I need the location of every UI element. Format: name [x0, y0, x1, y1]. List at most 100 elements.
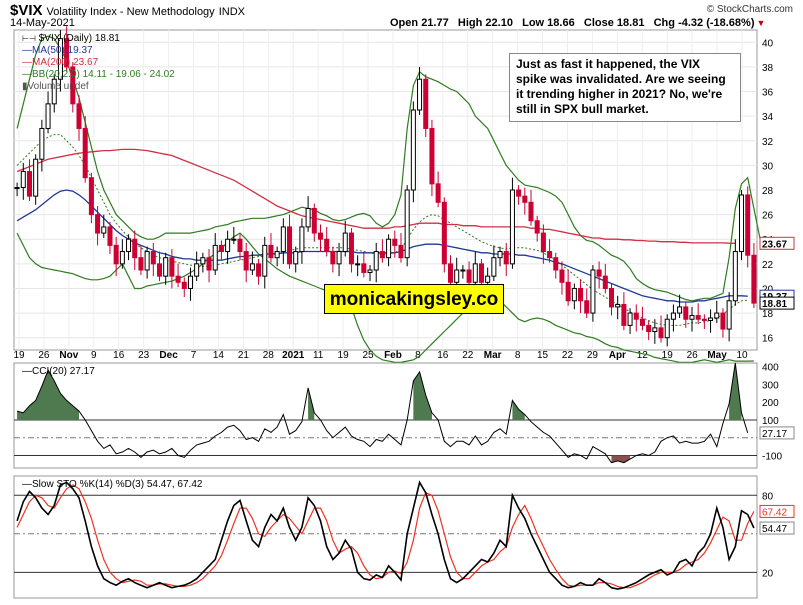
candle-body [621, 303, 627, 326]
candle-body [732, 251, 738, 302]
candle-body [348, 232, 354, 265]
x-tick-label: 11 [313, 350, 324, 361]
candle-body [336, 251, 342, 265]
candle-body [590, 269, 596, 314]
sto-d-value-box [759, 504, 795, 518]
sto-tick-label: 80 [762, 491, 774, 502]
ma200-value-badge: 23.67 [762, 239, 787, 250]
close-value-badge: 18.81 [762, 299, 787, 310]
x-tick-label: 28 [263, 350, 275, 361]
x-tick-label: 14 [213, 350, 225, 361]
candle-body [101, 226, 107, 234]
cci-overbought-area [17, 370, 80, 420]
bars-icon: ▮ [22, 81, 28, 92]
candle-body [169, 257, 175, 277]
candle-body [528, 201, 534, 222]
candle-body [237, 238, 243, 253]
low-label: Low [522, 17, 545, 29]
close-value-badge-box [759, 296, 795, 310]
candle-body [51, 78, 57, 105]
legend-price: ⊢⊣ $VIX (Daily) 18.81 [22, 33, 175, 45]
y-tick-label: 38 [762, 63, 774, 74]
candle-body [386, 238, 392, 259]
x-tick-label: 25 [362, 350, 374, 361]
x-tick-label: 22 [462, 350, 474, 361]
candle-body [156, 263, 163, 277]
legend-bb-text: BB(20,2.0) 14.11 - 19.06 - 24.02 [32, 69, 175, 80]
legend-price-text: $VIX (Daily) 18.81 [38, 33, 120, 44]
x-tick-label: 15 [537, 350, 549, 361]
candle-body [547, 251, 553, 259]
candle-body [317, 232, 323, 240]
candle-body [584, 300, 590, 314]
cci-value-badge: 27.17 [762, 429, 787, 440]
y-tick-label: 40 [762, 38, 774, 49]
y-tick-label: 36 [762, 88, 774, 99]
candle-body [646, 324, 652, 333]
open-value: 21.77 [421, 17, 449, 29]
candle-body [714, 312, 720, 319]
ma200-line [16, 148, 736, 244]
price-legend-icon: ⊢⊣ [22, 34, 36, 43]
annotation-box: Just as fast it happened, the VIX spike … [509, 53, 741, 122]
candle-body [751, 254, 757, 304]
candle-body [608, 287, 615, 308]
candle-body [478, 263, 484, 283]
sto-d-line [16, 484, 755, 589]
candle-body [571, 287, 577, 302]
x-tick-label: 23 [138, 350, 150, 361]
candle-body [708, 317, 714, 321]
candle-body [460, 269, 466, 272]
x-tick-label: 2021 [282, 350, 305, 361]
chg-label: Chg [653, 17, 675, 29]
candle-body [410, 109, 416, 191]
candle-body [355, 263, 361, 266]
candle-body [57, 38, 63, 80]
x-tick-label: 22 [562, 350, 574, 361]
legend-ma50-text: MA(50) 19.37 [32, 45, 93, 56]
ma200-value-badge-box [759, 236, 795, 250]
sto-title-prefix: — [22, 479, 32, 490]
line-icon: — [22, 45, 32, 56]
candle-body [26, 171, 32, 197]
x-tick-label: May [707, 350, 727, 361]
candle-body [497, 251, 503, 259]
candle-body [670, 312, 676, 320]
candle-body [441, 201, 447, 265]
candle-body [138, 257, 144, 271]
candle-body [212, 244, 218, 271]
candle-body [206, 257, 212, 271]
line-icon: — [22, 57, 32, 68]
candle-body [559, 269, 565, 283]
candle-body [683, 306, 689, 320]
candle-body [231, 238, 237, 241]
candle-body [639, 318, 645, 326]
sto-label-text: Slow STO %K(14) %D(3) 54.47, 67.42 [32, 479, 203, 490]
candle-body [652, 327, 658, 333]
high-value: 22.10 [485, 17, 513, 29]
candle-body [119, 251, 125, 265]
y-tick-label: 30 [762, 161, 774, 172]
x-tick-label: 16 [437, 350, 449, 361]
candle-body [417, 78, 423, 111]
candle-body [175, 275, 181, 283]
x-tick-label: 26 [38, 350, 50, 361]
candle-body [95, 214, 101, 234]
bb-mid-line [16, 134, 748, 326]
down-triangle-icon: ▼ [756, 18, 766, 28]
candle-body [144, 251, 150, 271]
candle-body [39, 127, 45, 160]
candle-body [367, 269, 373, 273]
candle-body [726, 300, 732, 330]
close-value: 18.81 [616, 17, 645, 29]
price-legend: ⊢⊣ $VIX (Daily) 18.81 —MA(50) 19.37 —MA(… [22, 33, 175, 93]
candle-body [540, 232, 546, 253]
x-tick-label: Mar [484, 350, 502, 361]
candle-body [472, 263, 478, 283]
candle-body [324, 238, 330, 253]
candle-body [392, 238, 398, 246]
symbol: $VIX [10, 2, 43, 19]
symbol-name: Volatility Index - New Methodology [46, 6, 215, 18]
candle-body [218, 244, 224, 253]
candle-body [361, 263, 367, 273]
